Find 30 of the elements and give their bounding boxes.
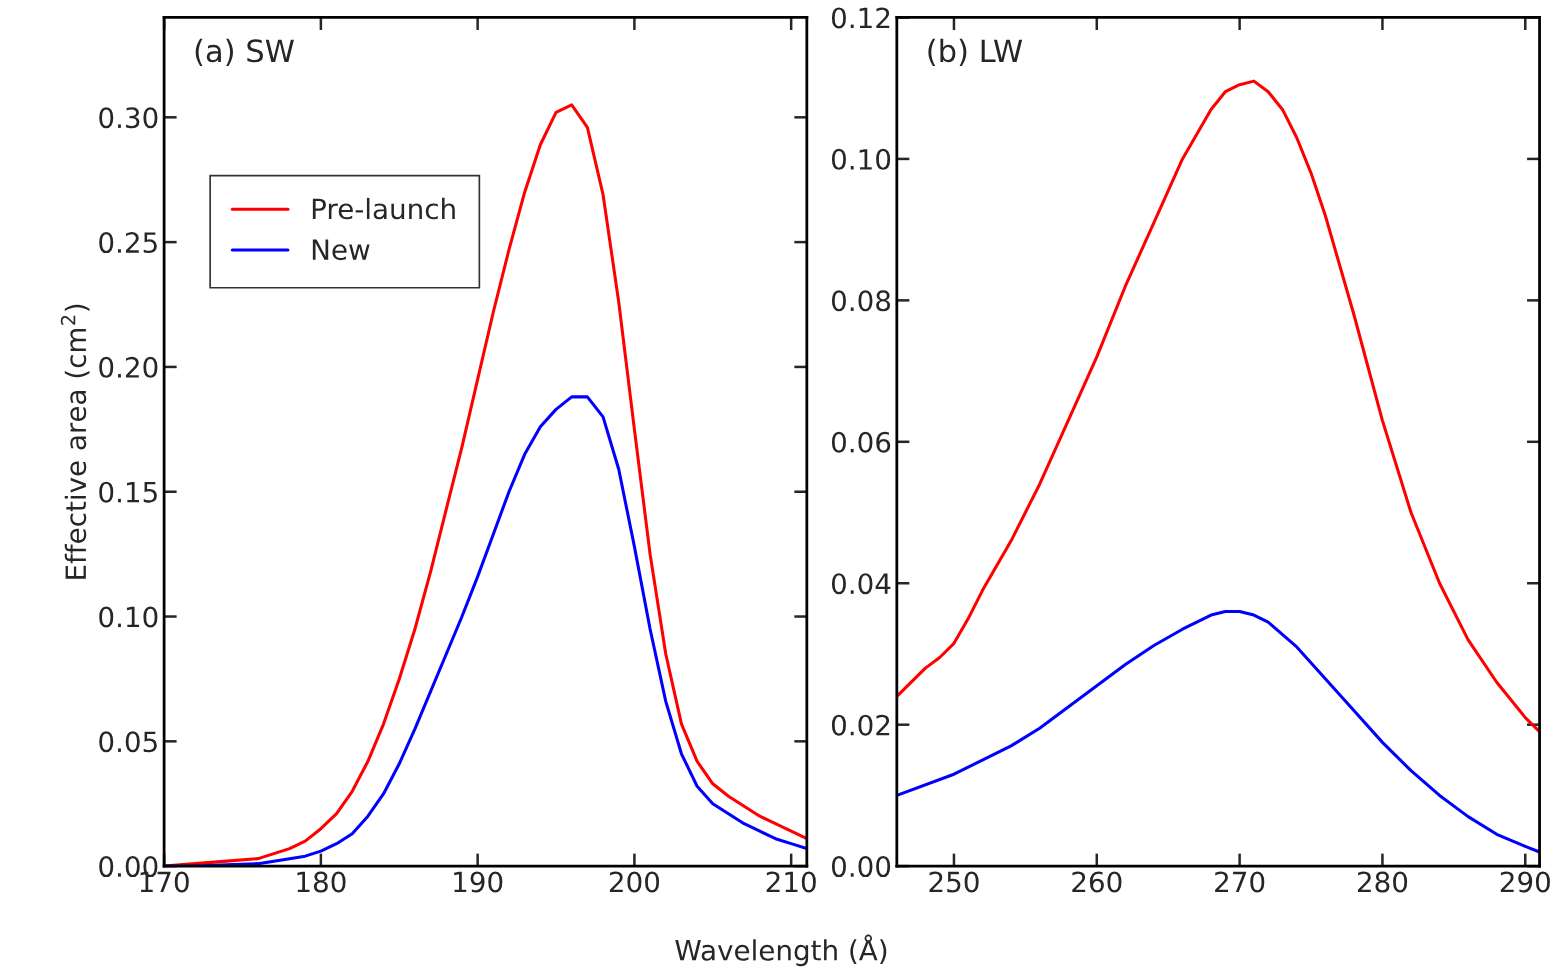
x-tick-label: 190 [454, 871, 503, 893]
y-tick-label: 0.06 [831, 431, 891, 453]
legend-label: Pre-launch [312, 197, 455, 220]
y-tick-label: 0.12 [831, 7, 890, 29]
y-tick-label: 0.02 [831, 714, 890, 736]
x-tick-label: 180 [297, 871, 346, 893]
x-tick-label: 280 [1357, 871, 1408, 893]
text: (a) SW [195, 38, 294, 66]
x-axis-title: Wavelength (Å) [675, 934, 887, 967]
y-tick-label: 0.10 [99, 606, 158, 628]
y-tick-label: 0.10 [831, 148, 891, 170]
y-tick-label: 0.30 [99, 107, 158, 129]
line-series [896, 79, 1540, 734]
x-tick-label: 260 [1072, 871, 1122, 893]
line-series [896, 610, 1540, 854]
y-tick-label: 0.00 [831, 856, 891, 878]
y-tick-label: 0.15 [99, 481, 157, 503]
legend-label: New [312, 239, 370, 261]
y-tick-label: 0.25 [99, 232, 157, 254]
x-tick-label: 200 [609, 871, 660, 893]
x-tick-label: 250 [929, 871, 979, 893]
y-axis-title: Effective area (cm$^{2}$) [60, 304, 90, 579]
x-tick-label: 290 [1500, 871, 1550, 893]
y-tick-label: 0.05 [99, 731, 157, 753]
text: (b) LW [928, 38, 1023, 66]
y-tick-label: 0.04 [831, 573, 891, 595]
y-tick-label: 0.20 [99, 356, 158, 378]
x-tick-label: 270 [1215, 871, 1265, 893]
y-tick-label: 0.08 [831, 290, 891, 312]
x-tick-label: 210 [766, 871, 816, 893]
